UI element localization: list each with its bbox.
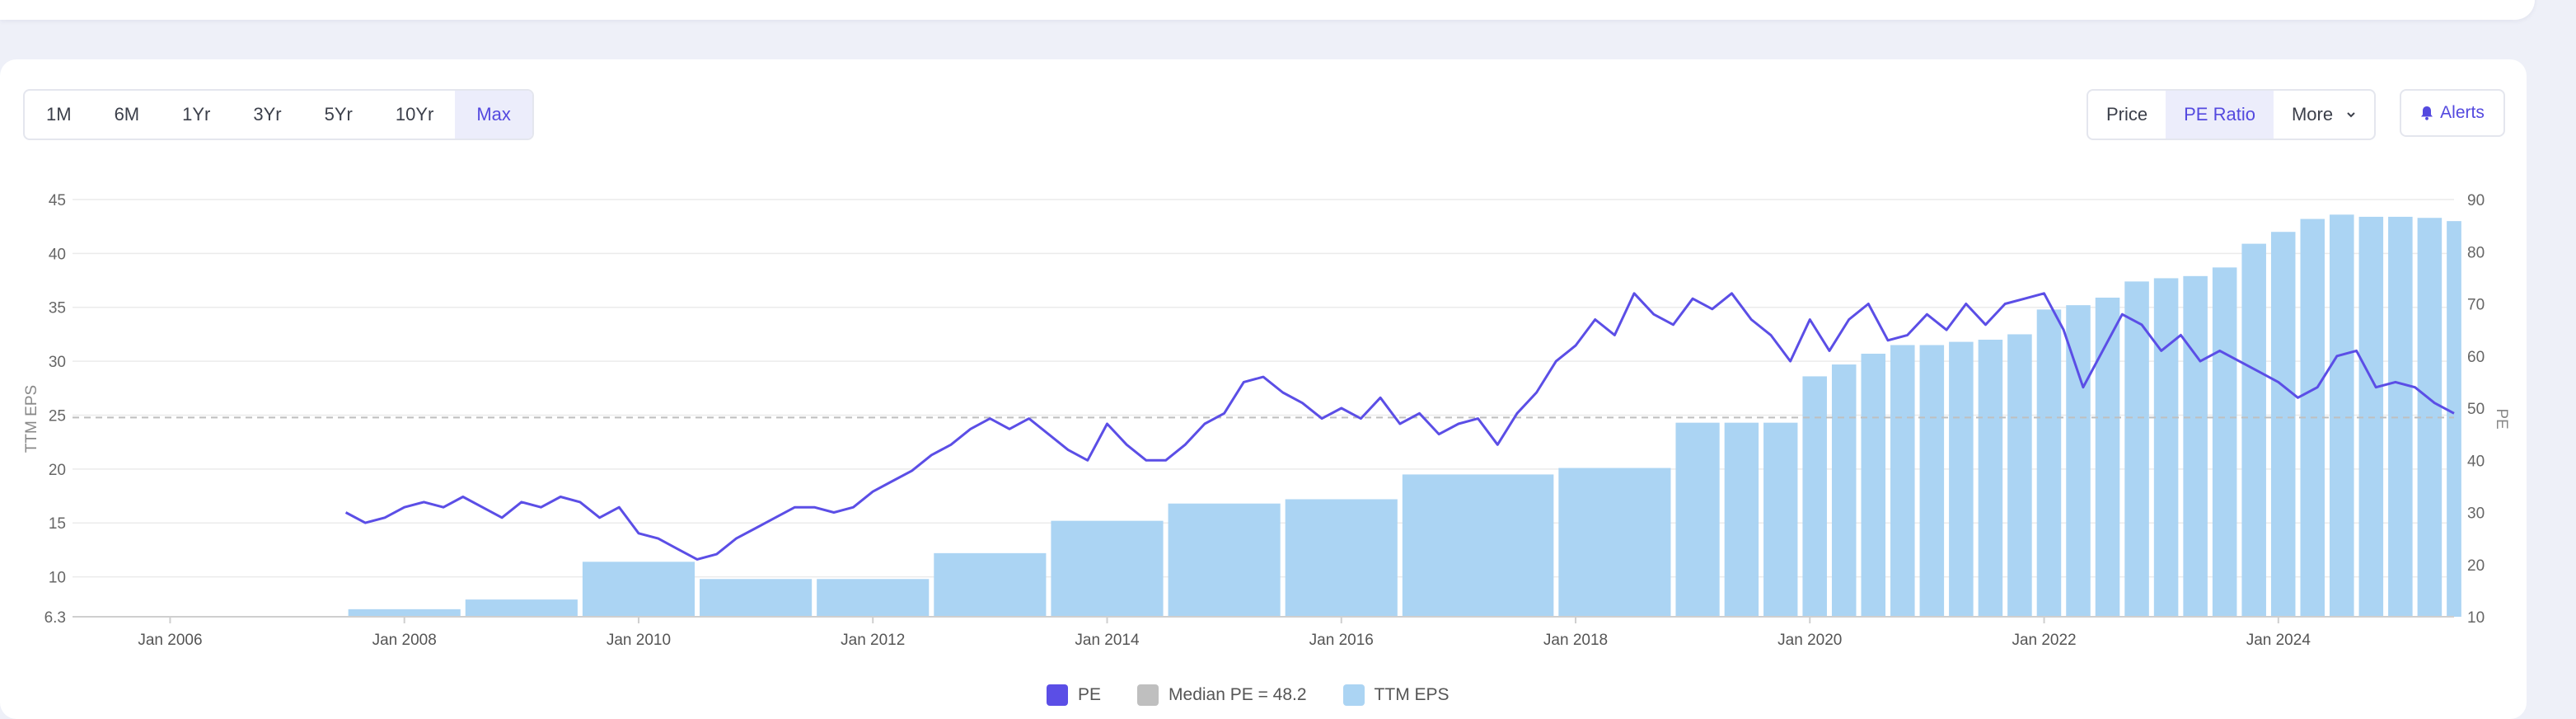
y-left-tick-label: 15 — [49, 515, 66, 533]
summary-card-top — [0, 0, 2535, 20]
x-tick-label: Jan 2006 — [138, 632, 202, 649]
eps-bar — [2330, 214, 2354, 617]
legend-item-pe[interactable]: PE — [1047, 684, 1101, 706]
range-button-1m[interactable]: 1M — [46, 104, 72, 125]
chevron-down-icon — [2347, 112, 2355, 118]
eps-bar — [2036, 309, 2062, 617]
legend-item-ttm-eps[interactable]: TTM EPS — [1342, 684, 1450, 706]
y-right-tick-label: 20 — [2467, 557, 2485, 575]
legend-item-median-pe[interactable]: Median PE = 48.2 — [1137, 684, 1307, 706]
pe-line — [344, 292, 2455, 561]
y-left-tick-label: 35 — [49, 300, 66, 317]
price-view-button[interactable]: Price — [2106, 104, 2148, 125]
eps-bar — [1675, 422, 1720, 617]
eps-bar — [348, 609, 461, 617]
eps-bar — [1890, 345, 1915, 617]
eps-bar — [2183, 275, 2208, 617]
pe-eps-chart: 6.3 10 15 20 25 30 35 40 45 10 20 30 40 50 60 70 80 90 Jan… — [23, 192, 2510, 649]
eps-bar — [2153, 278, 2179, 617]
eps-bar — [1949, 341, 1974, 617]
legend-label-pe: PE — [1078, 685, 1102, 704]
legend-swatch-median — [1137, 684, 1159, 706]
eps-bar — [1168, 503, 1281, 617]
legend-label-ttm-eps: TTM EPS — [1374, 685, 1450, 704]
eps-bar — [1285, 499, 1398, 617]
eps-bar — [2241, 243, 2266, 617]
range-button-1yr[interactable]: 1Yr — [182, 104, 211, 125]
eps-bar — [582, 562, 696, 617]
legend-swatch-eps — [1342, 684, 1365, 706]
y-left-tick-label: 30 — [49, 354, 66, 371]
y-left-tick-label: 6.3 — [44, 609, 66, 627]
eps-bar — [817, 579, 930, 617]
eps-bar — [1051, 520, 1164, 617]
more-label: More — [2291, 104, 2334, 125]
eps-bar — [1724, 422, 1759, 617]
legend-label-median-pe: Median PE = 48.2 — [1169, 685, 1307, 704]
eps-bar — [700, 579, 813, 617]
chart-legend: PE Median PE = 48.2 TTM EPS — [1047, 684, 1450, 706]
bell-icon — [2421, 106, 2433, 120]
y-right-tick-label: 40 — [2467, 453, 2485, 470]
alerts-label: Alerts — [2440, 103, 2485, 122]
x-tick-label: Jan 2020 — [1777, 632, 1842, 649]
range-button-max[interactable]: Max — [455, 91, 532, 139]
y-axis-right-label: PE — [2493, 408, 2510, 429]
y-axis-left-label: TTM EPS — [23, 385, 40, 453]
y-left-tick-label: 20 — [49, 462, 66, 479]
y-right-tick-label: 10 — [2467, 609, 2485, 627]
alerts-button[interactable]: Alerts — [2400, 89, 2505, 137]
x-tick-label: Jan 2008 — [372, 632, 437, 649]
eps-bar — [934, 552, 1047, 617]
range-button-5yr[interactable]: 5Yr — [324, 104, 353, 125]
x-tick-label: Jan 2024 — [2246, 632, 2311, 649]
more-dropdown-button[interactable]: More — [2274, 91, 2374, 139]
y-left-tick-label: 40 — [49, 246, 66, 263]
eps-bar — [2447, 221, 2461, 617]
x-tick-label: Jan 2010 — [607, 632, 671, 649]
eps-bar — [1919, 345, 1945, 617]
eps-bar — [2270, 232, 2296, 617]
y-left-tick-label: 25 — [49, 407, 66, 425]
x-tick-label: Jan 2012 — [841, 632, 905, 649]
x-tick-label: Jan 2022 — [2012, 632, 2076, 649]
eps-bar — [465, 599, 578, 617]
eps-bar — [1861, 353, 1886, 617]
y-right-tick-label: 70 — [2467, 297, 2485, 314]
x-tick-label: Jan 2016 — [1309, 632, 1374, 649]
pe-ratio-view-button[interactable]: PE Ratio — [2166, 91, 2274, 139]
y-right-tick-label: 90 — [2467, 192, 2485, 209]
eps-bar — [2212, 267, 2237, 617]
y-left-tick-label: 45 — [49, 192, 66, 209]
range-button-6m[interactable]: 6M — [114, 104, 140, 125]
eps-bar — [1558, 468, 1671, 617]
time-range-selector: 1M 6M 1Yr 3Yr 5Yr 10Yr Max — [23, 89, 534, 140]
eps-bar — [2066, 305, 2091, 617]
x-tick-label: Jan 2018 — [1543, 632, 1608, 649]
eps-bar — [2007, 334, 2032, 617]
y-right-tick-label: 30 — [2467, 505, 2485, 523]
range-button-10yr[interactable]: 10Yr — [395, 104, 434, 125]
pe-line-path — [344, 292, 2455, 561]
y-right-tick-label: 80 — [2467, 244, 2485, 261]
legend-swatch-pe — [1047, 684, 1068, 706]
eps-bar — [1763, 422, 1798, 617]
eps-bar — [1802, 376, 1827, 617]
eps-bar — [2095, 297, 2120, 617]
x-tick-label: Jan 2014 — [1075, 632, 1140, 649]
eps-bar — [2124, 281, 2149, 617]
metric-selector: Price PE Ratio More — [2087, 89, 2377, 140]
eps-bar — [1978, 339, 2003, 617]
eps-bars — [348, 214, 2461, 617]
axes: 6.3 10 15 20 25 30 35 40 45 10 20 30 40 50 60 70 80 90 Jan… — [44, 192, 2485, 649]
y-right-tick-label: 50 — [2467, 401, 2485, 418]
eps-bar — [1402, 474, 1554, 617]
eps-bar — [1831, 364, 1857, 617]
y-left-tick-label: 10 — [49, 570, 66, 587]
range-button-3yr[interactable]: 3Yr — [253, 104, 282, 125]
y-right-tick-label: 60 — [2467, 349, 2485, 366]
